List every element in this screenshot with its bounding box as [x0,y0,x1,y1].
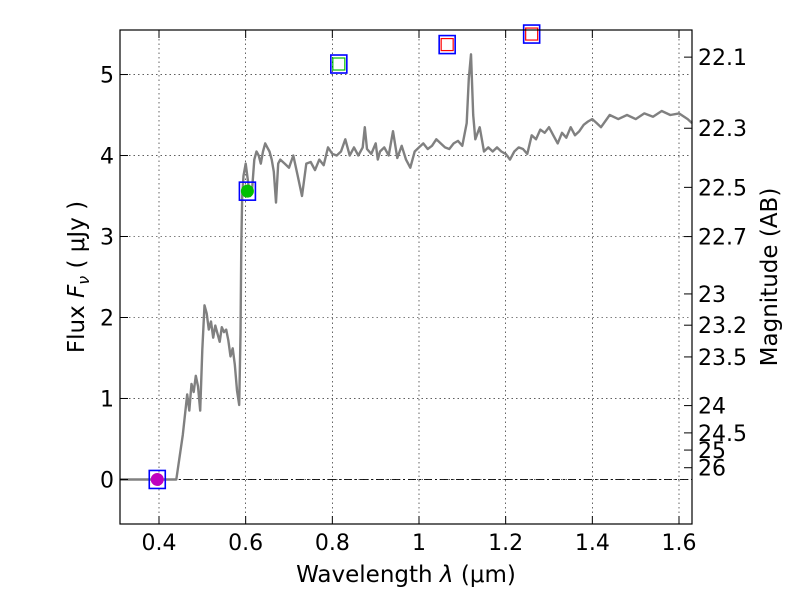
x-axis-label: Wavelength λ (μm) [296,562,516,588]
y-tick-label: 4 [100,145,114,170]
photometry-marker [525,27,539,41]
photometry-box [522,24,541,44]
photometry-marker [332,57,346,71]
x-axis-label-prefix: Wavelength [296,562,440,588]
y-axis-label-subscript: ν [74,276,93,285]
photometry-point [330,54,348,74]
y2-tick-label: 25 [698,439,726,464]
photometry-box [330,54,348,74]
photometry-box [148,469,167,490]
photometry-point [148,469,167,490]
y-axis-label-symbol: F [64,284,90,298]
y2-tick-label: 22.5 [698,176,747,201]
y2-tick-label: 24 [698,395,726,420]
y-axis-label-unit: ( μJy ) [64,201,90,276]
x-tick-label: 0.4 [142,531,177,556]
x-tick-label: 0.6 [228,531,263,556]
y2-tick-label: 24.5 [698,422,747,447]
photometry-box [238,181,257,201]
photometry-box [438,34,456,55]
x-axis-label-symbol: λ [438,562,454,588]
y-tick-label: 2 [100,306,114,331]
x-tick-label: 1.2 [488,531,523,556]
y-tick-label: 3 [100,226,114,251]
photometry-marker [440,37,454,52]
y2-tick-label: 22.3 [698,117,747,142]
y2-tick-label: 22.1 [698,46,747,71]
x-tick-label: 1 [412,531,426,556]
photometry-point [238,181,257,201]
photometry-point [522,24,541,44]
photometry-marker [240,184,254,198]
spectrum-line [120,53,693,481]
y-tick-label: 1 [100,387,114,412]
y2-tick-label: 23 [698,283,726,308]
y-tick-label: 5 [100,64,114,89]
y-tick-label: 0 [100,468,114,493]
y-axis-label: Flux Fν ( μJy ) [64,201,93,353]
plot-frame [119,29,693,525]
y2-tick-label: 22.7 [698,226,747,251]
photometry-point [438,34,456,55]
y2-axis-label: Magnitude (AB) [757,188,783,367]
x-axis-label-unit: (μm) [454,562,516,588]
y2-tick-label: 23.2 [698,314,747,339]
y2-tick-label: 26 [698,457,726,482]
x-tick-label: 1.4 [575,531,610,556]
photometry-marker [150,472,164,486]
x-tick-label: 0.8 [315,531,350,556]
y-axis-label-prefix: Flux [64,298,90,353]
y2-tick-label: 23.5 [698,346,747,371]
x-tick-label: 1.6 [662,531,697,556]
